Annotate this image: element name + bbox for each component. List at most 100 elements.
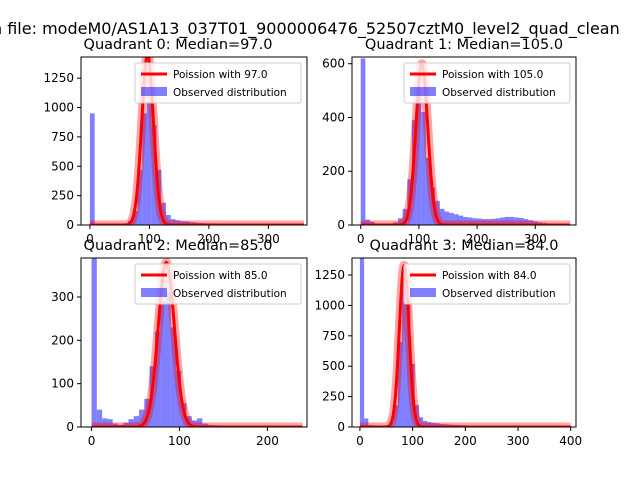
subplot-3-legend-box [403,263,571,305]
subplot-2-hist-bar [154,331,161,427]
subplot-1-hist-bar [481,219,487,225]
subplot-0: 0 100 200 300 0 250 500 750 1000 1250 Poission wit… [43,37,308,246]
subplot-1-hist-bar [435,200,440,225]
subplot-1-xtick-label: 300 [524,232,547,246]
subplot-3-hist-bar [423,420,428,427]
subplot-1-ytick-label: 600 [322,57,345,71]
subplot-1-hist-bar [365,219,371,225]
subplot-1-hist-bar [495,218,501,225]
subplot-1-hist-bar [505,216,510,225]
subplot-1-xtick-label: 100 [407,232,430,246]
subplot-1-hist-bar [360,58,366,225]
subplot-0-ytick-label: 750 [51,130,74,144]
subplot-1-hist-bar [453,214,459,225]
subplot-1-hist-bar [518,218,524,225]
subplot-3-ytick-label: 500 [322,359,345,373]
subplot-1-legend-poisson-label: Poission with 105.0 [442,69,543,81]
subplot-2-hist-bar [128,419,134,427]
subplot-1-hist-bar [458,215,464,225]
subplot-0-hist-bar [185,221,190,225]
subplot-3-legend-observed-label: Observed distribution [442,288,556,300]
subplot-1-hist-bar [528,220,533,225]
subplot-1-hist-bar [463,216,468,225]
subplot-0-xtick-label: 100 [138,232,161,246]
subplot-1-hist-bar [467,217,473,225]
subplot-1-hist-bar [397,218,403,225]
subplot-0-legend-box [134,62,302,104]
subplot-0-xtick-label: 300 [257,232,280,246]
subplot-0-hist-bar [132,210,138,225]
subplot-2-hist-bar [102,418,108,427]
subplot-2-hist-bar [197,418,203,427]
subplot-0-hist-bar [161,202,167,225]
subplot-2-ytick-label: 0 [66,420,74,434]
subplot-2-hist-bar [160,301,166,427]
subplot-0-frame [80,56,308,226]
subplot-1-hist-bar [449,212,454,225]
subplot-1-hist-bar [472,218,478,225]
subplot-0-ytick-label: 0 [66,218,74,232]
subplot-0-hist-bar [147,101,152,225]
subplot-0-hist-bar [166,215,171,225]
subplot-3-hist-bar [397,341,403,427]
subplot-3-xtick-label: 0 [356,434,364,448]
subplot-3-hist-bar [427,422,432,427]
subplot-2-hist-bar [170,327,176,427]
subplot-1-legend-box [403,62,571,104]
subplot-3-hist-bar [435,423,441,427]
subplot-2-hist-bar [202,423,208,427]
subplot-1: 0 100 200 300 0 200 400 600 Poission with 105.0 O… [322,37,577,246]
subplot-0-title: Quadrant 0: Median=97.0 [84,37,273,53]
subplot-2: 0 100 200 0 100 200 300 Poission with 85.0 Obser… [51,238,308,448]
subplot-1-hist-bar [514,217,519,225]
subplot-2-hist-bar [133,416,140,427]
subplot-2-hist-bar [91,258,97,427]
subplot-1-hist-bar [477,218,482,225]
subplot-1-hist-bar [532,221,538,225]
subplot-1-ytick-label: 400 [322,110,345,124]
subplot-3-ytick-label: 0 [337,420,345,434]
subplot-1-legend-hist-swatch [410,87,436,96]
subplot-3-title: Quadrant 3: Median=84.0 [370,238,559,254]
subplot-1-hist-bar [370,221,375,225]
subplot-0-hist-bar [137,169,143,225]
subplot-1-hist-bar [500,217,506,225]
subplot-3-xtick-label: 400 [559,434,582,448]
subplot-0-hist-bar [175,220,181,225]
subplot-2-hist-bar [123,422,129,427]
subplot-3-xtick-label: 100 [401,434,424,448]
subplot-3-poisson-band [355,260,575,427]
subplot-2-frame [80,257,308,428]
subplot-2-ytick-label: 200 [51,333,74,347]
subplot-1-ytick-label: 200 [322,164,345,178]
subplot-0-hist-bar [142,113,148,225]
subplot-1-hist-bar [402,208,408,225]
subplot-1-hist-bar [491,218,496,225]
subplot-3-ytick-label: 250 [322,390,345,404]
subplot-3-hist-bar [440,423,445,427]
subplot-1-hist-bar [486,219,492,225]
subplot-1-hist-bar [416,90,422,225]
subplot-2-hist-bar [165,292,171,427]
subplot-0-ytick-label: 1250 [43,71,74,85]
subplot-1-xtick-label: 0 [357,232,365,246]
subplot-2-ytick-label: 300 [51,290,74,304]
subplot-2-hist-bar [96,409,103,427]
subplot-1-hist-bar [439,208,445,225]
subplot-3-xtick-label: 200 [454,434,477,448]
subplot-1-ytick-label: 0 [337,218,345,232]
subplot-2-legend-hist-swatch [141,288,167,297]
subplot-3-hist-bar [431,422,436,427]
subplot-0-ytick-label: 1000 [43,101,74,115]
figure-suptitle: n file: modeM0/AS1A13_037T01_9000006476_… [0,19,620,39]
subplot-1-legend-observed-label: Observed distribution [442,87,556,99]
subplot-2-legend-box [134,263,302,305]
subplot-2-legend-observed-label: Observed distribution [173,288,287,300]
subplot-3-poisson-line [358,263,572,427]
subplot-0-hist-bar [151,125,157,225]
subplot-3-hist-bar [418,417,424,427]
subplot-0-xtick-label: 0 [86,232,94,246]
subplot-2-xtick-label: 0 [88,434,96,448]
subplot-0-xtick-label: 200 [197,232,220,246]
